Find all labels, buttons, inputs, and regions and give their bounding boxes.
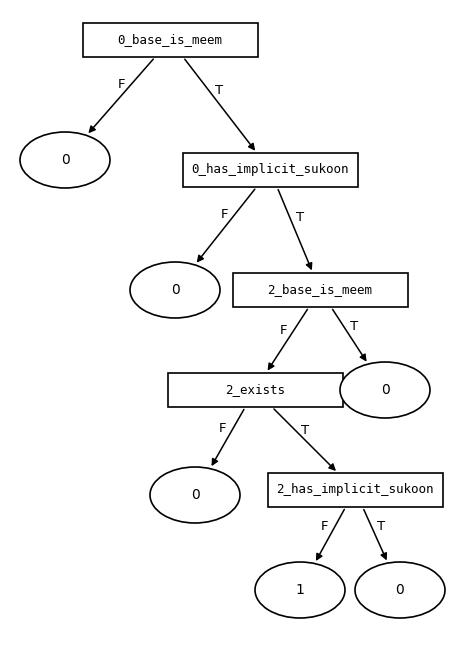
Text: 0: 0 [190,488,199,502]
Ellipse shape [20,132,110,188]
FancyBboxPatch shape [83,23,257,57]
FancyBboxPatch shape [168,373,342,407]
FancyBboxPatch shape [183,153,358,187]
Text: F: F [118,78,125,91]
Text: 2_base_is_meem: 2_base_is_meem [268,284,373,297]
Text: 0_base_is_meem: 0_base_is_meem [118,34,223,46]
Text: T: T [350,321,358,333]
Text: F: F [221,208,229,221]
Text: F: F [280,324,288,337]
Text: 0_has_implicit_sukoon: 0_has_implicit_sukoon [191,163,349,177]
Ellipse shape [355,562,445,618]
Text: T: T [377,520,386,533]
Text: T: T [296,211,304,224]
Ellipse shape [255,562,345,618]
Text: 2_has_implicit_sukoon: 2_has_implicit_sukoon [276,484,434,497]
Text: 0: 0 [396,583,404,597]
Text: T: T [301,424,309,437]
FancyBboxPatch shape [268,473,442,507]
Text: T: T [215,84,223,97]
Ellipse shape [130,262,220,318]
Text: 0: 0 [171,283,179,297]
Text: F: F [321,521,329,533]
Ellipse shape [340,362,430,418]
FancyBboxPatch shape [233,273,408,307]
Text: 1: 1 [296,583,304,597]
Text: 0: 0 [381,383,389,397]
Text: F: F [219,422,227,435]
Text: 2_exists: 2_exists [225,384,285,397]
Ellipse shape [150,467,240,523]
Text: 0: 0 [61,153,69,167]
